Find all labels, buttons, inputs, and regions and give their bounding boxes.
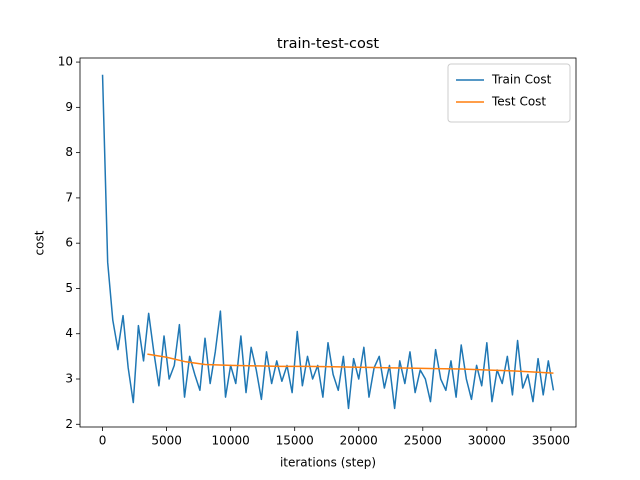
y-tick-label: 2: [65, 417, 73, 431]
legend-box: [447, 63, 571, 123]
y-tick-label: 8: [65, 145, 73, 159]
y-tick-label: 7: [65, 190, 73, 204]
legend-label: Train Cost: [491, 73, 552, 87]
series-line: [147, 353, 554, 374]
x-tick-label: 25000: [404, 434, 442, 448]
series-line: [101, 74, 555, 410]
x-tick-label: 5000: [151, 434, 182, 448]
x-tick-label: 30000: [468, 434, 506, 448]
legend-label: Test Cost: [491, 95, 546, 109]
x-tick-label: 15000: [276, 434, 314, 448]
x-axis-label: iterations (step): [280, 456, 376, 470]
y-tick-label: 6: [65, 236, 73, 250]
y-axis-label: cost: [33, 230, 47, 255]
x-tick-label: 35000: [532, 434, 570, 448]
plot-frame: [79, 57, 577, 428]
y-tick-label: 5: [65, 281, 73, 295]
x-tick-label: 20000: [340, 434, 378, 448]
y-tick-label: 10: [58, 55, 73, 69]
y-tick-label: 4: [65, 326, 73, 340]
y-tick-label: 9: [65, 100, 73, 114]
x-tick-label: 10000: [212, 434, 250, 448]
chart-title: train-test-cost: [277, 36, 379, 52]
x-tick-label: 0: [99, 434, 107, 448]
y-tick-label: 3: [65, 372, 73, 386]
